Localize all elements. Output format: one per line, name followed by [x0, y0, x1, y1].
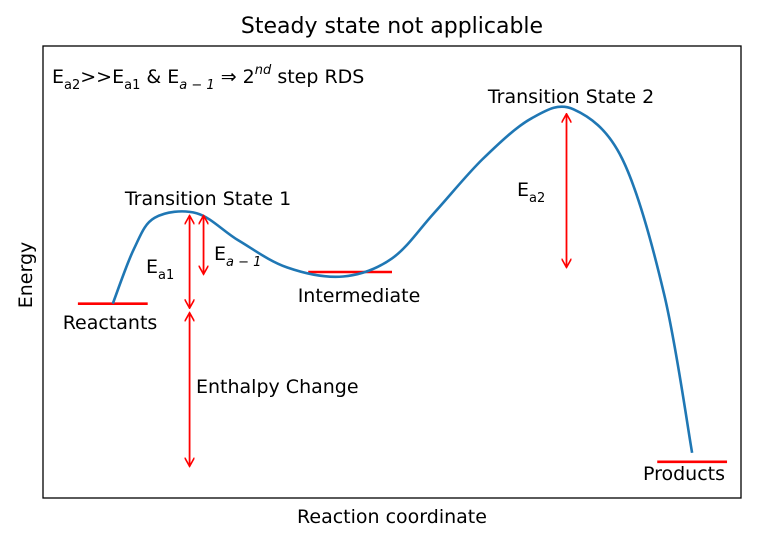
products-label: Products — [643, 463, 725, 485]
y-axis-label: Energy — [15, 242, 37, 309]
plot-frame — [42, 45, 742, 499]
ts1-label: Transition State 1 — [124, 188, 291, 210]
energy-levels — [77, 270, 728, 464]
energy-arrows — [190, 114, 567, 467]
energy-curve-layer — [111, 105, 694, 454]
reactants-label: Reactants — [63, 312, 158, 334]
ea1-label: Ea1 — [146, 256, 174, 283]
intermediate-label: Intermediate — [298, 285, 421, 307]
ea2-label: Ea2 — [517, 179, 545, 206]
ts2-label: Transition State 2 — [487, 86, 654, 108]
enthalpy-change-label: Enthalpy Change — [196, 376, 359, 398]
chart-title: Steady state not applicable — [241, 14, 543, 39]
energy-curve-line — [111, 105, 694, 454]
rds-annotation: Ea2>>Ea1 & Ea − 1 ⇒ 2nd step RDS — [52, 63, 364, 93]
ea-minus1-label: Ea − 1 — [214, 243, 261, 270]
x-axis-label: Reaction coordinate — [297, 506, 487, 528]
